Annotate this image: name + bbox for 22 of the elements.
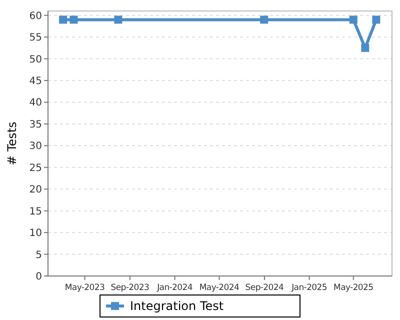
x-tick-label: May-2023 xyxy=(64,283,105,293)
y-tick-label: 60 xyxy=(29,10,42,22)
y-tick-label: 0 xyxy=(36,272,42,282)
y-tick-label: 5 xyxy=(36,250,42,261)
y-tick-label: 50 xyxy=(29,54,42,66)
y-tick-label: 55 xyxy=(29,32,42,44)
y-tick-label: 40 xyxy=(29,98,42,109)
y-tick-label: 35 xyxy=(29,119,42,130)
y-axis-title: # Tests xyxy=(5,122,19,166)
y-tick-label: 45 xyxy=(29,76,42,88)
x-tick-label: May-2025 xyxy=(334,283,374,293)
x-tick-label: Jan-2024 xyxy=(156,283,192,293)
y-tick-label: 30 xyxy=(29,141,42,152)
legend-label: Integration Test xyxy=(130,299,224,314)
y-tick-label: 20 xyxy=(29,184,42,196)
y-tick-label: 15 xyxy=(29,206,42,218)
x-tick-label: Sep-2023 xyxy=(110,283,150,293)
x-tick-label: May-2024 xyxy=(199,283,240,293)
x-tick-label: Jan-2025 xyxy=(290,283,328,293)
y-tick-label: 10 xyxy=(29,228,42,240)
x-tick-label: Sep-2024 xyxy=(245,283,284,293)
y-tick-label: 25 xyxy=(29,162,42,174)
